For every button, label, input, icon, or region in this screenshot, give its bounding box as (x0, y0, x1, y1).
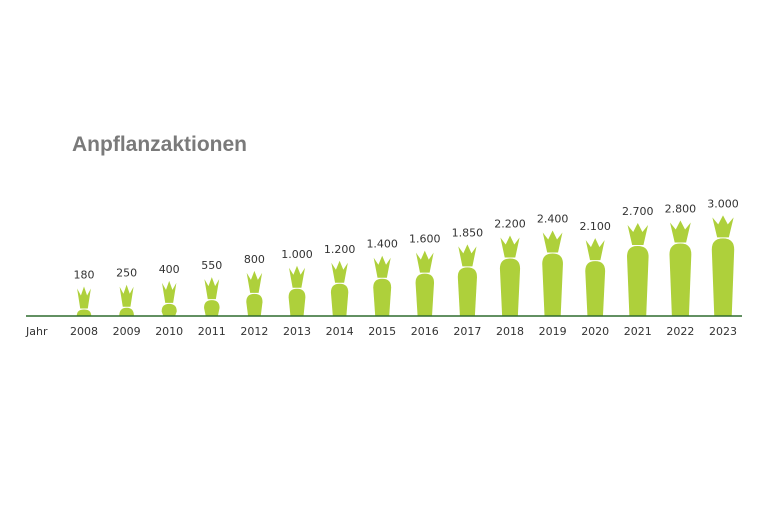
carrot-mark (76, 286, 92, 316)
carrot-leaves (162, 280, 177, 303)
value-label: 2.700 (622, 205, 654, 218)
value-label: 1.400 (366, 238, 398, 251)
carrot-mark (119, 284, 134, 316)
carrot-leaves (627, 222, 649, 245)
value-label: 1.200 (324, 243, 356, 256)
value-label: 180 (74, 268, 95, 281)
value-label: 1.850 (452, 226, 484, 239)
x-tick-label: 2018 (496, 325, 524, 338)
carrot-leaves (585, 238, 605, 261)
carrot-body (457, 267, 477, 316)
carrot-mark (246, 270, 263, 316)
x-tick-label: 2014 (326, 325, 354, 338)
value-labels: 180 250 400 550 800 1.000 1.200 1.400 1.600 1.850… (74, 197, 739, 281)
x-tick-label: 2011 (198, 325, 226, 338)
carrot-mark (415, 250, 435, 316)
carrot-leaves (77, 286, 91, 309)
x-tick-label: 2023 (709, 325, 737, 338)
carrot-leaves (416, 250, 434, 273)
value-label: 550 (201, 259, 222, 272)
value-label: 400 (159, 263, 180, 276)
carrot-body (161, 303, 177, 316)
carrot-leaves (204, 277, 220, 300)
carrot-body (373, 278, 392, 316)
x-tick-label: 2010 (155, 325, 183, 338)
x-tick-label: 2020 (581, 325, 609, 338)
carrot-body (76, 309, 92, 316)
x-tick-label: 2012 (240, 325, 268, 338)
carrot-body (669, 243, 692, 316)
carrot-body (119, 307, 134, 316)
value-label: 250 (116, 267, 137, 280)
carrot-leaves (500, 235, 520, 258)
carrot-body (585, 261, 606, 316)
value-label: 800 (244, 253, 265, 266)
carrot-mark (204, 277, 220, 316)
carrot-mark (585, 238, 606, 316)
x-tick-label: 2013 (283, 325, 311, 338)
x-tick-label: 2016 (411, 325, 439, 338)
carrot-mark (499, 235, 521, 316)
carrot-mark (542, 230, 563, 316)
value-label: 2.400 (537, 213, 569, 226)
carrot-body (415, 273, 435, 316)
carrot-body (499, 258, 521, 316)
carrot-leaves (670, 220, 691, 243)
value-label: 2.800 (665, 202, 697, 215)
x-tick-labels: 2008 2009 2010 2011 2012 2013 2014 2015 2016 2017… (70, 325, 737, 338)
carrot-body (246, 293, 263, 316)
carrot-leaves (246, 270, 263, 293)
carrot-mark (330, 260, 349, 316)
carrot-mark (457, 244, 477, 316)
x-tick-label: 2019 (539, 325, 567, 338)
value-label: 2.100 (579, 220, 611, 233)
x-tick-label: 2017 (453, 325, 481, 338)
carrot-leaves (119, 284, 134, 307)
carrot-body (288, 288, 306, 316)
carrot-leaves (373, 255, 391, 278)
carrot-mark (373, 255, 392, 316)
value-label: 1.000 (281, 248, 313, 261)
carrot-mark (669, 220, 692, 316)
x-tick-label: 2015 (368, 325, 396, 338)
value-label: 2.200 (494, 218, 526, 231)
x-tick-label: 2009 (113, 325, 141, 338)
value-label: 1.600 (409, 233, 441, 246)
carrot-mark (711, 215, 735, 316)
carrot-body (542, 253, 563, 316)
carrot-mark (161, 280, 177, 316)
carrot-body (711, 238, 735, 316)
carrot-mark (288, 265, 306, 316)
x-axis-label: Jahr (25, 325, 48, 338)
carrot-leaves (458, 244, 477, 267)
carrot-marks (76, 215, 735, 316)
x-tick-label: 2008 (70, 325, 98, 338)
chart-title: Anpflanzaktionen (72, 133, 247, 156)
carrot-body (204, 300, 220, 316)
value-label: 3.000 (707, 197, 739, 210)
carrot-mark (627, 222, 649, 316)
carrot-body (627, 245, 649, 316)
carrot-body (330, 283, 349, 316)
carrot-leaves (542, 230, 563, 253)
carrot-leaves (712, 215, 734, 238)
x-tick-label: 2022 (666, 325, 694, 338)
carrot-leaves (289, 265, 305, 288)
x-tick-label: 2021 (624, 325, 652, 338)
carrot-leaves (331, 260, 348, 283)
